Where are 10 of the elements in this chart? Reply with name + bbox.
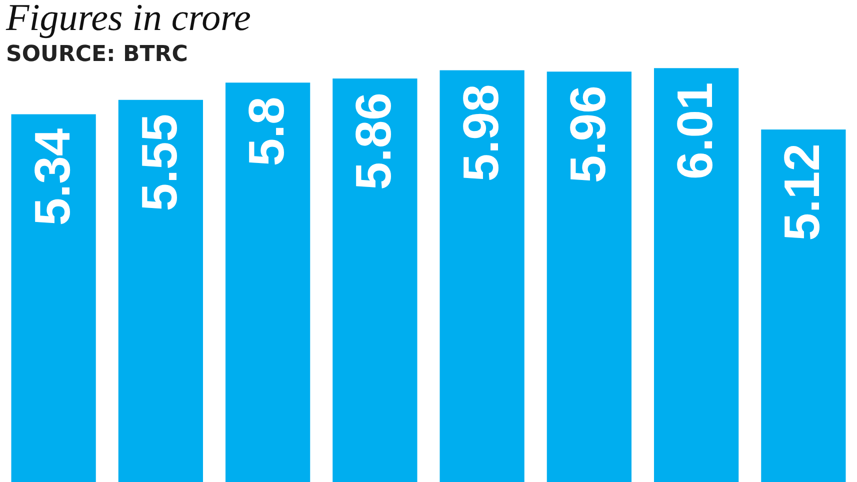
data-label: 5.86 — [346, 92, 402, 190]
data-label: 5.55 — [131, 114, 188, 212]
data-label: 5.12 — [774, 143, 830, 241]
data-label: 5.96 — [560, 86, 616, 183]
data-label: 5.8 — [238, 96, 295, 166]
source-note: SOURCE: BTRC — [6, 42, 188, 67]
data-label: 6.01 — [667, 82, 724, 180]
chart-title: Figures in crore — [6, 0, 251, 40]
data-label: 5.34 — [24, 128, 80, 226]
data-label: 5.98 — [452, 84, 509, 182]
